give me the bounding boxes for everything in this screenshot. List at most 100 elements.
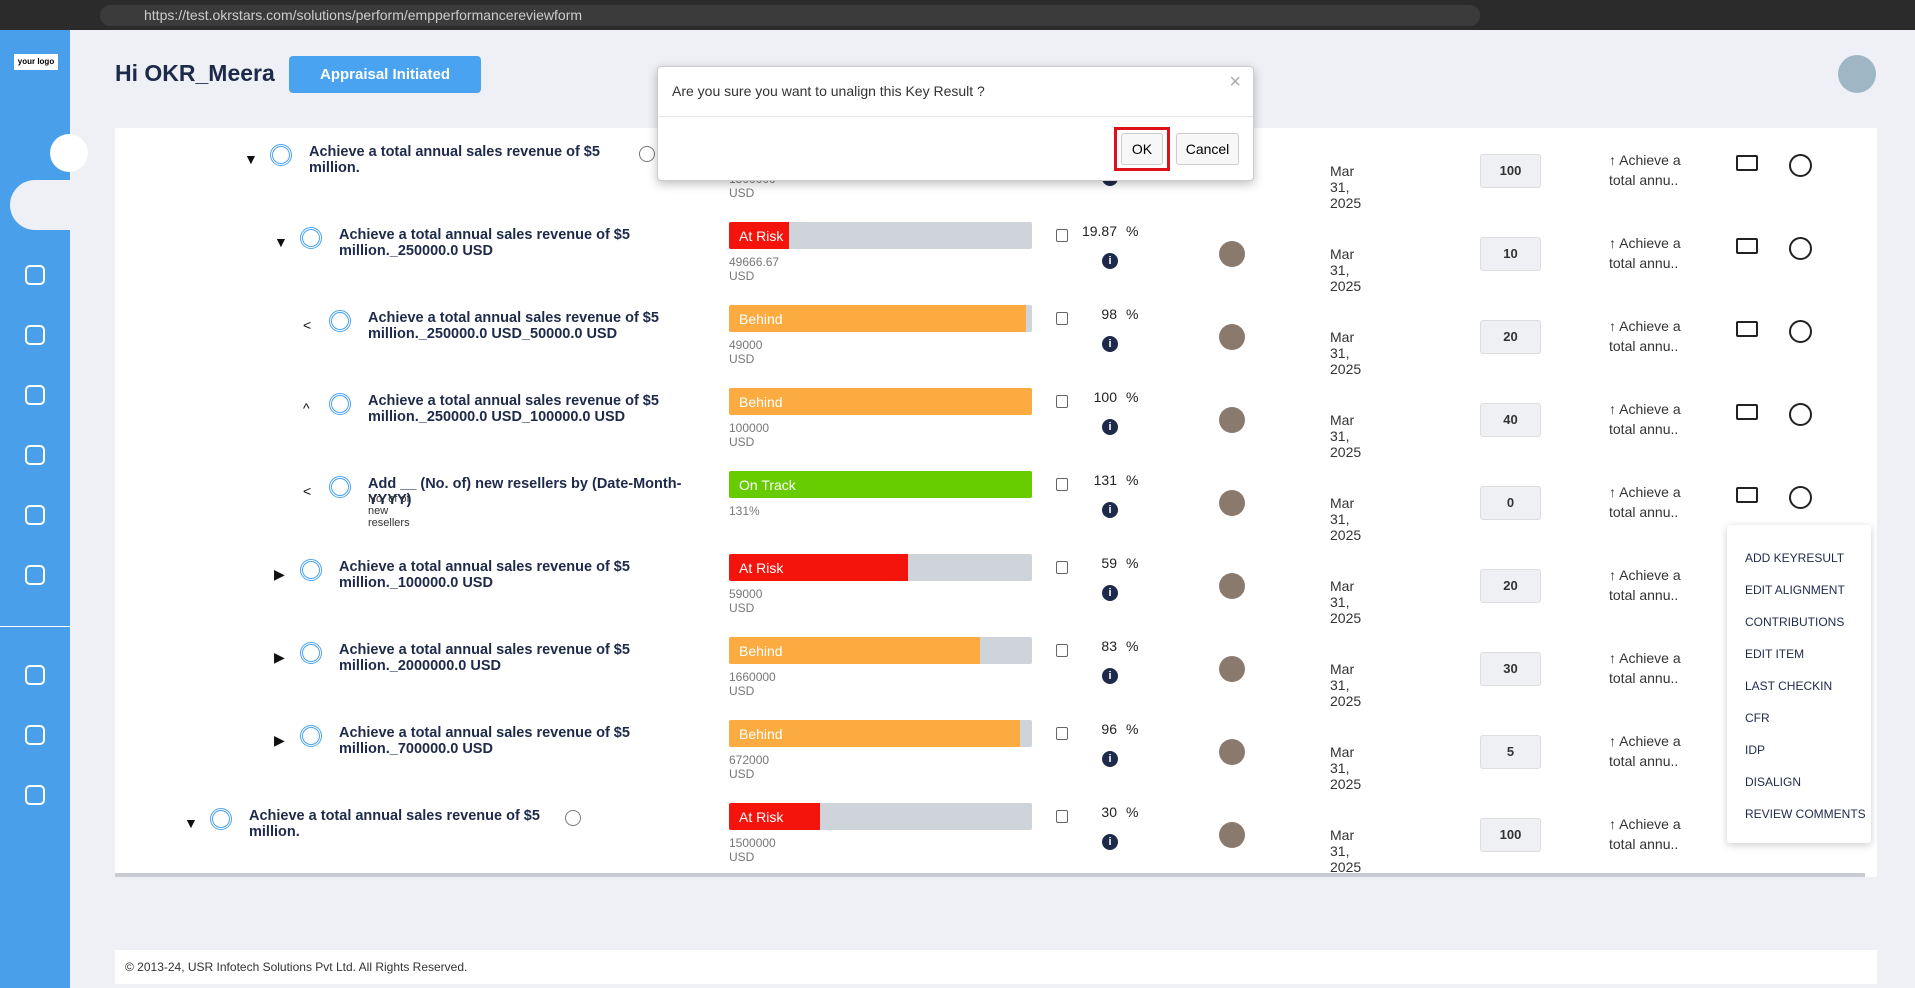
nav-icon[interactable] <box>25 505 45 525</box>
owner-avatar <box>1219 324 1245 350</box>
expand-toggle[interactable]: < <box>303 317 312 333</box>
percent-unit: % <box>1126 555 1139 571</box>
note-icon[interactable] <box>1056 727 1068 740</box>
expand-toggle[interactable]: ▶ <box>274 649 285 665</box>
status-label: At Risk <box>739 228 784 244</box>
expand-toggle[interactable]: ▼ <box>244 151 258 167</box>
info-icon[interactable]: i <box>1102 253 1118 269</box>
expand-toggle[interactable]: ▼ <box>274 234 288 250</box>
select-circle[interactable] <box>1789 403 1812 426</box>
dialog-message: Are you sure you want to unalign this Ke… <box>672 83 985 99</box>
select-circle[interactable] <box>1789 154 1812 177</box>
menu-item[interactable]: EDIT ALIGNMENT <box>1745 583 1845 597</box>
percent-value: 100 <box>1093 389 1117 405</box>
progress-track: Behind <box>729 637 1032 664</box>
menu-item[interactable]: CONTRIBUTIONS <box>1745 615 1845 629</box>
edit-icon[interactable] <box>1736 321 1758 337</box>
weight: 0 <box>1480 486 1541 520</box>
select-circle[interactable] <box>1789 486 1812 509</box>
percent-unit: % <box>1126 389 1139 405</box>
info-icon[interactable]: i <box>1102 419 1118 435</box>
status-label: Behind <box>739 394 783 410</box>
due-date: Mar 31, 2025 <box>1330 661 1362 709</box>
greeting: Hi OKR_Meera <box>115 60 275 86</box>
kr-icon <box>300 725 322 747</box>
progress-track: Behind <box>729 720 1032 747</box>
expand-toggle[interactable]: ▶ <box>274 566 285 582</box>
highlight-box <box>1114 127 1170 171</box>
nav-icon[interactable] <box>25 725 45 745</box>
cancel-button[interactable]: Cancel <box>1176 133 1239 165</box>
progress-bar <box>729 388 1032 415</box>
alignment: ↑ Achieve a total annu.. <box>1609 401 1681 437</box>
select-circle[interactable] <box>1789 237 1812 260</box>
scrollbar[interactable] <box>115 873 1865 877</box>
info-icon[interactable]: i <box>1102 751 1118 767</box>
percent-unit: % <box>1126 472 1139 488</box>
kr-icon <box>329 476 351 498</box>
edit-icon[interactable] <box>1736 238 1758 254</box>
note-icon[interactable] <box>1056 644 1068 657</box>
info-icon[interactable]: i <box>1102 834 1118 850</box>
nav-icon[interactable] <box>25 385 45 405</box>
progress-bar <box>729 554 908 581</box>
edit-icon[interactable] <box>1736 155 1758 171</box>
info-icon[interactable]: i <box>1102 336 1118 352</box>
select-circle[interactable] <box>1789 320 1812 343</box>
progress-text: 1500000 USD <box>729 836 776 864</box>
divider <box>0 626 70 627</box>
nav-icon[interactable] <box>25 665 45 685</box>
status-badge[interactable]: Appraisal Initiated <box>289 56 481 93</box>
address-bar[interactable]: https://test.okrstars.com/solutions/perf… <box>100 5 1480 26</box>
nav-icon[interactable] <box>25 325 45 345</box>
menu-item[interactable]: ADD KEYRESULT <box>1745 551 1845 565</box>
note-icon[interactable] <box>1056 395 1068 408</box>
percent-unit: % <box>1126 721 1139 737</box>
due-date: Mar 31, 2025 <box>1330 744 1362 792</box>
menu-item[interactable]: CFR <box>1745 711 1770 725</box>
expand-toggle[interactable]: ▼ <box>184 815 198 831</box>
note-icon[interactable] <box>1056 312 1068 325</box>
progress-text: 49000 USD <box>729 338 763 366</box>
status-label: Behind <box>739 643 783 659</box>
footer: © 2013-24, USR Infotech Solutions Pvt Lt… <box>115 950 1877 984</box>
percent-value: 96 <box>1101 721 1117 737</box>
nav-icon[interactable] <box>25 785 45 805</box>
menu-item[interactable]: DISALIGN <box>1745 775 1802 789</box>
menu-item[interactable]: REVIEW COMMENTS <box>1745 807 1866 821</box>
edit-icon[interactable] <box>1736 404 1758 420</box>
nav-icon[interactable] <box>25 565 45 585</box>
menu-item[interactable]: LAST CHECKIN <box>1745 679 1833 693</box>
note-icon[interactable] <box>1056 478 1068 491</box>
info-icon[interactable]: i <box>1102 668 1118 684</box>
kr-icon <box>270 144 292 166</box>
due-date: Mar 31, 2025 <box>1330 246 1362 294</box>
nav-icon[interactable] <box>25 265 45 285</box>
note-icon[interactable] <box>1056 229 1068 242</box>
expand-toggle[interactable]: ^ <box>303 400 310 416</box>
status-label: Behind <box>739 726 783 742</box>
active-nav[interactable] <box>10 180 80 230</box>
percent-unit: % <box>1126 306 1139 322</box>
menu-item[interactable]: IDP <box>1745 743 1766 757</box>
note-icon[interactable] <box>1056 810 1068 823</box>
status-label: At Risk <box>739 809 784 825</box>
nav-icon[interactable] <box>25 445 45 465</box>
ok-button[interactable]: OK <box>1121 133 1163 165</box>
progress-text: 1660000 USD <box>729 670 776 698</box>
expand-toggle[interactable]: ▶ <box>274 732 285 748</box>
menu-item[interactable]: EDIT ITEM <box>1745 647 1805 661</box>
edit-icon[interactable] <box>1736 487 1758 503</box>
due-date: Mar 31, 2025 <box>1330 163 1362 211</box>
expand-toggle[interactable]: < <box>303 483 312 499</box>
user-avatar[interactable] <box>1838 55 1876 93</box>
status-label: Behind <box>739 311 783 327</box>
info-icon[interactable]: i <box>1102 585 1118 601</box>
note-icon[interactable] <box>1056 561 1068 574</box>
close-button[interactable]: × <box>1229 71 1241 93</box>
sidebar: your logo <box>0 30 88 988</box>
info-icon[interactable]: i <box>1102 502 1118 518</box>
collapse-button[interactable] <box>50 134 88 172</box>
progress-track: On Track <box>729 471 1032 498</box>
progress-track: Behind <box>729 305 1032 332</box>
